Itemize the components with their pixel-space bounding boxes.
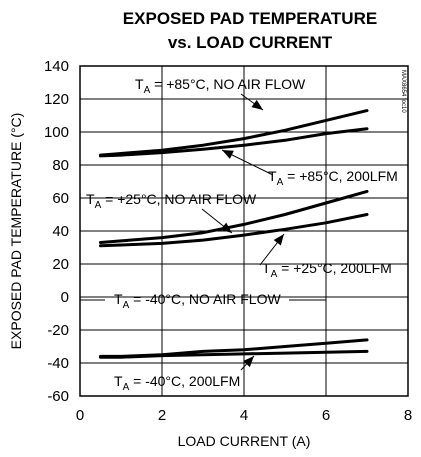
leader-arrow-2: [222, 150, 234, 159]
y-axis-label: EXPOSED PAD TEMPERATURE (°C): [8, 113, 24, 350]
x-tick-label: 2: [158, 407, 166, 424]
y-tick-label: 120: [44, 91, 69, 108]
leader-arrow-1: [251, 99, 263, 110]
annotations: TA = +85°C, NO AIR FLOW TA = +85°C, 200LF…: [86, 76, 398, 393]
x-tick-labels: 0 2 4 6 8: [76, 407, 412, 424]
annotation-4: TA = +25°C, 200LFM: [262, 260, 392, 280]
annotation-leaders: [80, 93, 326, 371]
chart-title-line1: EXPOSED PAD TEMPERATURE: [123, 9, 377, 28]
annotation-2: TA = +85°C, 200LFM: [268, 168, 398, 188]
y-tick-label: -20: [47, 322, 69, 339]
x-tick-label: 4: [240, 407, 248, 424]
annotation-1: TA = +85°C, NO AIR FLOW: [135, 76, 306, 96]
y-tick-labels: -60 -40 -20 0 20 40 60 80 100 120 140: [44, 58, 69, 405]
y-tick-label: 40: [52, 223, 69, 240]
x-tick-label: 8: [404, 407, 412, 424]
plot-frame: [79, 65, 409, 397]
y-tick-label: 140: [44, 58, 69, 75]
series-line-1: [99, 109, 369, 157]
y-tick-label: 100: [44, 124, 69, 141]
series-lines: [99, 109, 369, 359]
y-tick-label: 80: [52, 157, 69, 174]
y-tick-label: 20: [52, 256, 69, 273]
watermark: MAX8654 toc10: [400, 70, 406, 113]
y-tick-label: 0: [61, 289, 69, 306]
leader-arrow-3: [220, 222, 232, 233]
x-axis-label: LOAD CURRENT (A): [178, 433, 311, 449]
leader-arrow-6: [243, 356, 254, 368]
annotation-5: TA = -40°C, NO AIR FLOW: [114, 291, 281, 311]
x-tick-label: 6: [322, 407, 330, 424]
leader-arrow-4: [273, 234, 284, 246]
y-tick-label: 60: [52, 190, 69, 207]
y-tick-label: -40: [47, 355, 69, 372]
series-line-4: [99, 213, 369, 248]
annotation-6: TA = -40°C, 200LFM: [114, 373, 240, 393]
series-line-6: [99, 349, 369, 359]
chart-title-line2: vs. LOAD CURRENT: [168, 33, 333, 52]
y-tick-label: -60: [47, 388, 69, 405]
grid: [80, 66, 408, 396]
annotation-3: TA = +25°C, NO AIR FLOW: [86, 191, 257, 211]
series-line-2: [99, 127, 369, 158]
x-tick-label: 0: [76, 407, 84, 424]
